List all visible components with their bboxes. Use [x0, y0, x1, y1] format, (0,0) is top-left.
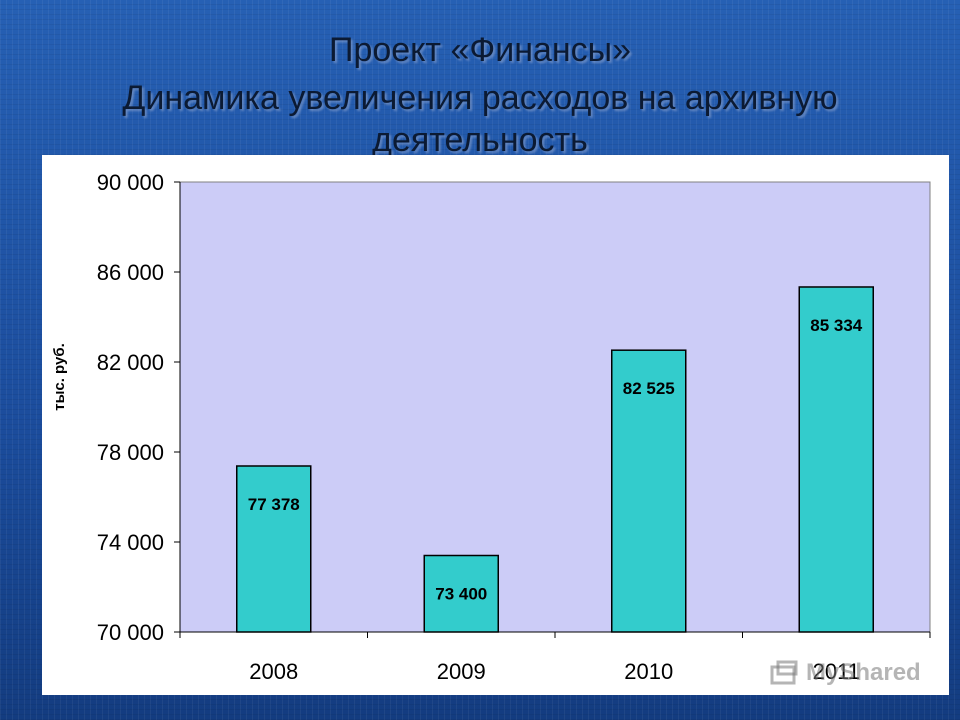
slide-title-line-3: деятельность — [372, 121, 588, 159]
bar — [798, 286, 874, 633]
bar — [423, 554, 499, 633]
data-label: 77 378 — [248, 495, 300, 514]
bar — [611, 349, 687, 633]
y-tick-label: 90 000 — [97, 170, 164, 195]
slide-title-line-2: Динамика увеличения расходов на архивную — [122, 79, 838, 117]
bars — [236, 286, 874, 633]
x-tick-label: 2011 — [813, 659, 860, 684]
x-tick-label: 2009 — [437, 659, 486, 684]
y-axis-label: тыс. руб. — [51, 343, 68, 411]
watermark-text: MyShared — [806, 659, 921, 686]
x-tick-label: 2010 — [624, 659, 673, 684]
y-tick-label: 70 000 — [97, 620, 164, 645]
x-tick-label: 2008 — [249, 659, 298, 684]
watermark: MyShared — [770, 655, 930, 695]
slide-title-line-1: Проект «Финансы» — [329, 31, 631, 69]
data-label: 73 400 — [435, 585, 487, 604]
y-tick-label: 74 000 — [97, 530, 164, 555]
y-tick-label: 82 000 — [97, 350, 164, 375]
chart-panel: 70 000 74 000 78 000 82 000 86 000 90 000 77 3… — [42, 155, 949, 695]
presentation-icon — [770, 660, 798, 685]
y-tick-label: 78 000 — [97, 440, 164, 465]
data-label: 82 525 — [623, 379, 675, 398]
bar-chart: 70 000 74 000 78 000 82 000 86 000 90 000 77 3… — [51, 170, 931, 684]
bar — [236, 465, 312, 633]
labels: 70 000 74 000 78 000 82 000 86 000 90 000 77 3… — [97, 170, 863, 684]
y-tick-label: 86 000 — [97, 260, 164, 285]
data-label: 85 334 — [810, 316, 863, 335]
